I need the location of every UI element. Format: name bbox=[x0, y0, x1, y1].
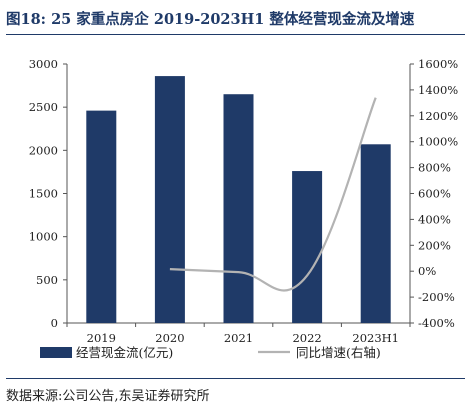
bar-series bbox=[86, 76, 391, 324]
left-tick-label: 0 bbox=[51, 316, 58, 330]
x-tick-label: 2021 bbox=[224, 331, 253, 345]
legend-bar-swatch bbox=[40, 347, 72, 358]
right-tick-label: -200% bbox=[418, 290, 455, 304]
title-rule bbox=[6, 34, 465, 35]
left-tick-label: 3000 bbox=[29, 57, 58, 71]
source-rule bbox=[6, 378, 465, 379]
legend-bar-label: 经营现金流(亿元) bbox=[76, 345, 173, 360]
bar-2020 bbox=[154, 76, 185, 323]
left-tick-label: 1500 bbox=[29, 187, 58, 201]
source-note: 数据来源:公司公告,东吴证券研究所 bbox=[6, 389, 210, 404]
right-tick-label: 1000% bbox=[418, 135, 458, 149]
right-tick-label: 1200% bbox=[418, 109, 458, 123]
left-tick-label: 2500 bbox=[29, 100, 58, 114]
chart: 0 500 1000 1500 2000 2500 3000 -400% -200% 0% 200%… bbox=[29, 57, 459, 360]
left-tick-label: 1000 bbox=[29, 230, 58, 244]
bar-2019 bbox=[86, 110, 117, 324]
x-tick-label: 2023H1 bbox=[352, 331, 399, 345]
right-tick-label: 800% bbox=[418, 161, 451, 175]
legend: 经营现金流(亿元) 同比增速(右轴) bbox=[40, 345, 381, 360]
right-tick-label: 1400% bbox=[418, 83, 458, 97]
right-tick-label: 200% bbox=[418, 238, 451, 252]
right-tick-label: 0% bbox=[418, 264, 436, 278]
axes: 0 500 1000 1500 2000 2500 3000 -400% -200% 0% 200%… bbox=[29, 57, 459, 345]
x-tick-label: 2022 bbox=[292, 331, 321, 345]
x-tick-label: 2019 bbox=[87, 331, 116, 345]
bar-2021 bbox=[223, 94, 254, 323]
chart-title: 图18: 25 家重点房企 2019-2023H1 整体经营现金流及增速 bbox=[6, 11, 415, 28]
bar-2023H1 bbox=[360, 144, 391, 323]
x-tick-label: 2020 bbox=[155, 331, 184, 345]
line-series bbox=[169, 97, 377, 292]
right-tick-label: 1600% bbox=[418, 57, 458, 71]
left-tick-label: 500 bbox=[36, 273, 58, 287]
right-tick-label: 600% bbox=[418, 187, 451, 201]
right-tick-label: -400% bbox=[418, 316, 455, 330]
growth-line bbox=[169, 97, 377, 292]
right-tick-label: 400% bbox=[418, 212, 451, 226]
left-tick-label: 2000 bbox=[29, 143, 58, 157]
legend-line-label: 同比增速(右轴) bbox=[296, 345, 381, 360]
bar-2022 bbox=[292, 171, 323, 323]
